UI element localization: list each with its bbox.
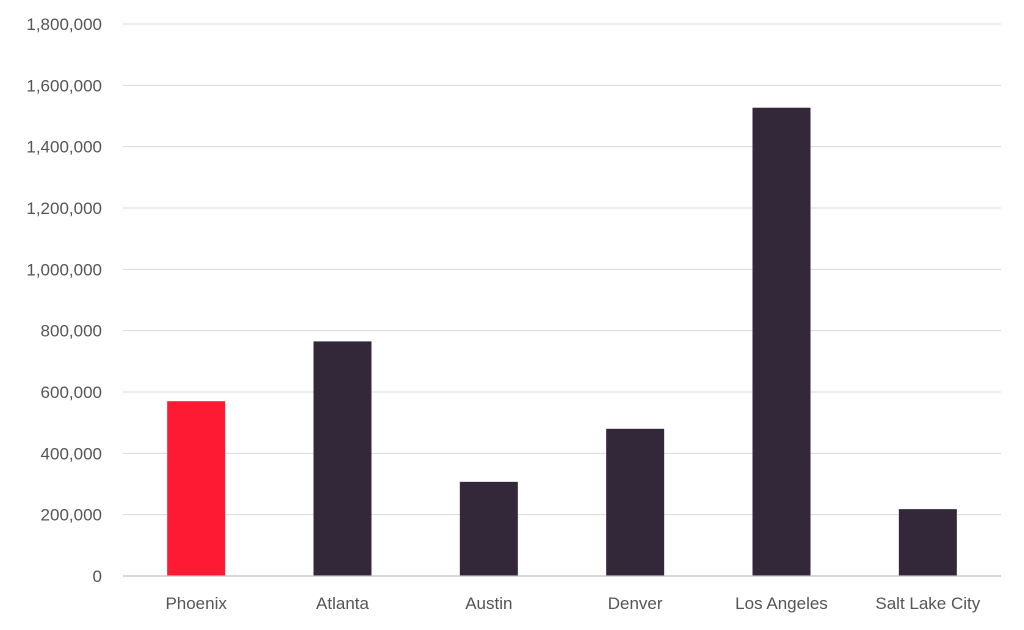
x-category-label: Atlanta: [316, 594, 369, 613]
x-category-label: Denver: [608, 594, 663, 613]
bars: [167, 107, 957, 576]
y-tick-label: 400,000: [41, 444, 102, 463]
bar-los-angeles: [752, 107, 811, 576]
y-tick-label: 1,600,000: [26, 76, 102, 95]
y-tick-label: 600,000: [41, 383, 102, 402]
bar-salt-lake-city: [898, 509, 957, 576]
bar-denver: [606, 428, 665, 576]
y-tick-label: 1,400,000: [26, 138, 102, 157]
y-axis-tick-labels: 0 200,000 400,000 600,000 800,000 1,000,000 1,…: [26, 15, 102, 586]
y-tick-label: 200,000: [41, 506, 102, 525]
bar-phoenix: [167, 401, 226, 576]
x-axis-category-labels: Phoenix Atlanta Austin Denver Los Angeles Sal…: [165, 594, 980, 613]
x-category-label: Salt Lake City: [875, 594, 980, 613]
gridlines: [123, 23, 1001, 516]
y-tick-label: 1,200,000: [26, 199, 102, 218]
bar-austin: [459, 481, 518, 576]
y-tick-label: 800,000: [41, 322, 102, 341]
x-category-label: Austin: [465, 594, 512, 613]
y-tick-label: 0: [93, 567, 102, 586]
y-tick-label: 1,000,000: [26, 260, 102, 279]
x-category-label: Los Angeles: [735, 594, 828, 613]
bar-atlanta: [313, 341, 372, 576]
y-tick-label: 1,800,000: [26, 15, 102, 34]
x-category-label: Phoenix: [165, 594, 227, 613]
